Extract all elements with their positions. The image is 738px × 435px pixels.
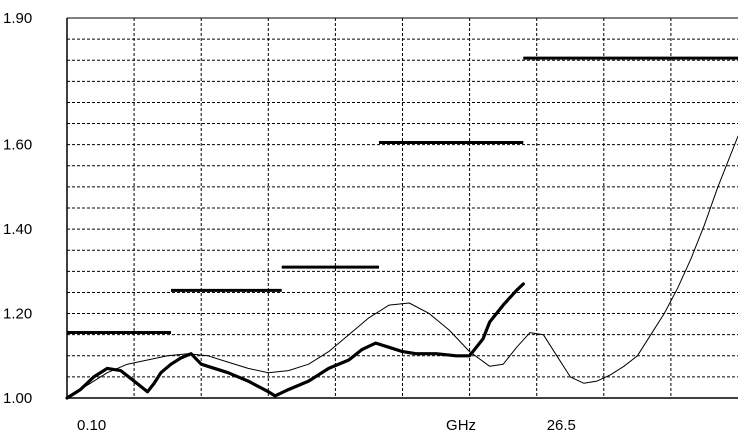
y-tick-label: 1.90: [3, 10, 32, 27]
y-tick-label: 1.20: [3, 306, 32, 323]
y-tick-label: 1.40: [3, 221, 32, 238]
thick-trace-line: [65, 282, 525, 400]
thin-trace-line: [66, 135, 738, 399]
grid: [67, 18, 738, 398]
y-axis-tick-labels: 1.90 1.60 1.40 1.20 1.00: [3, 10, 32, 407]
x-axis-tick-labels: 0.10 GHz 26.5: [77, 417, 576, 434]
y-tick-label: 1.00: [3, 390, 32, 407]
x-tick-label: 26.5: [547, 417, 576, 434]
plot-frame: [66, 17, 738, 399]
x-tick-label: 0.10: [77, 417, 106, 434]
series-layer: [65, 56, 738, 400]
y-tick-label: 1.60: [3, 137, 32, 154]
x-tick-label: GHz: [446, 417, 476, 434]
